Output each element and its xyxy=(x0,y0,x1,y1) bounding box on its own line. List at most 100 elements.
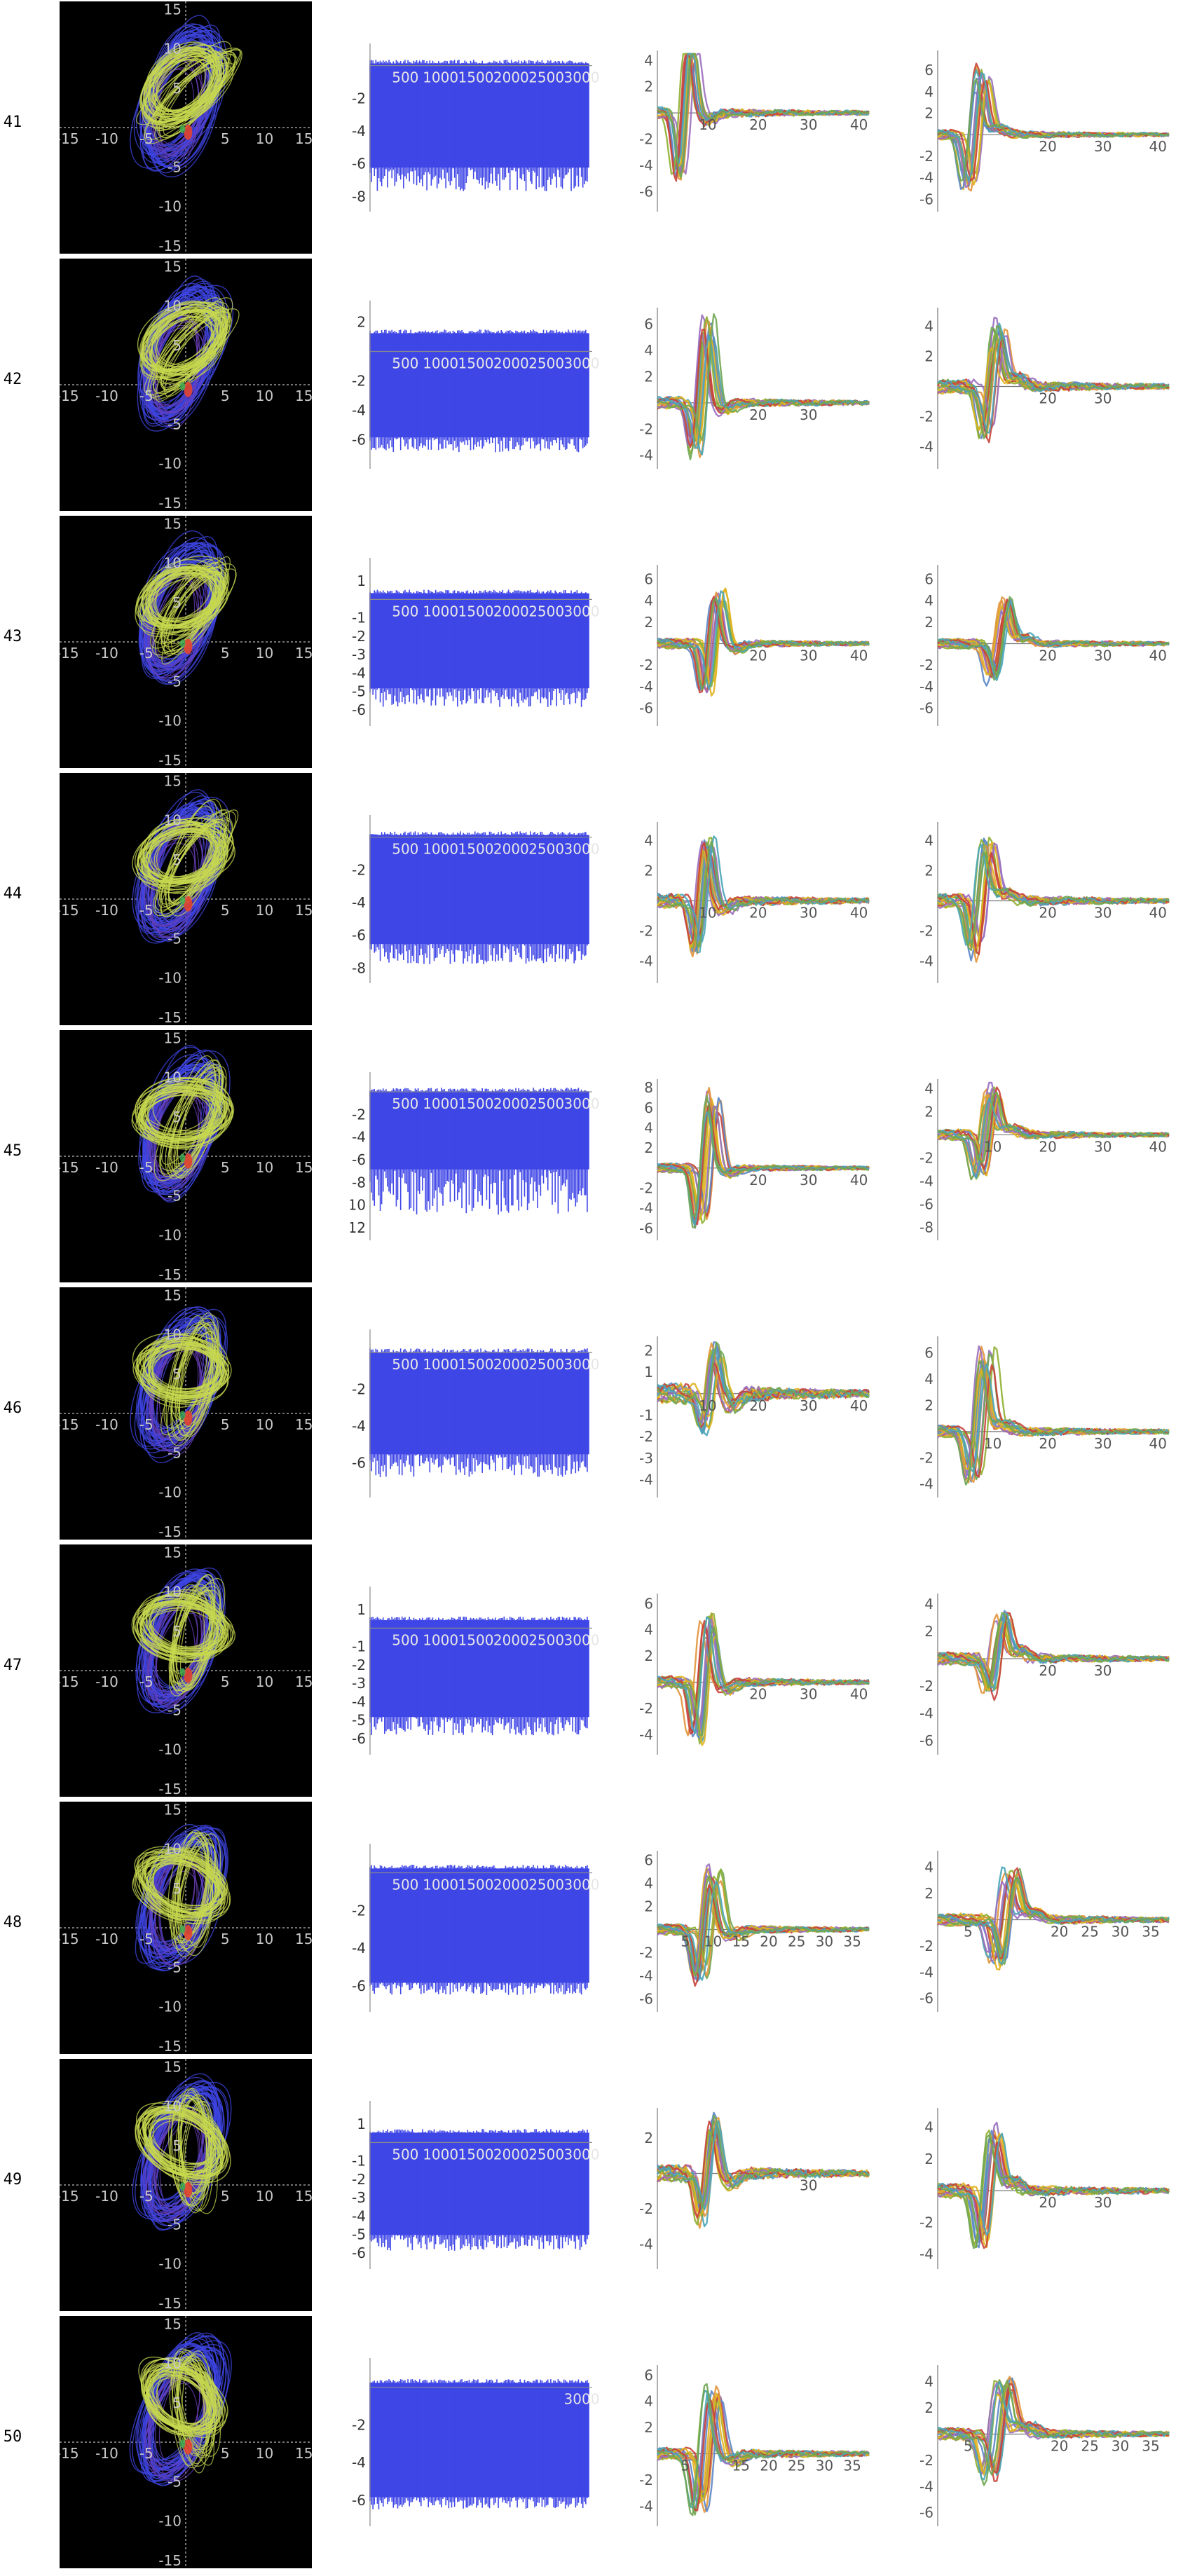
time-series-y-tick-label: -6 xyxy=(352,1730,366,1747)
row-number-label: 45 xyxy=(3,1142,22,1160)
phase-x-tick-label: 15 xyxy=(295,1673,312,1690)
phase-x-tick-label: 15 xyxy=(295,1931,312,1947)
waveform-chart: 10 20 30 40 6 4 2 -2 -4 xyxy=(919,1336,1170,1498)
time-series-trace xyxy=(369,329,589,453)
waveform-curves xyxy=(937,62,1170,192)
time-series-y-tick-label: -3 xyxy=(352,1675,366,1692)
time-series-x-tick-label: 2500 xyxy=(528,1877,564,1893)
phase-y-tick-label: 15 xyxy=(164,1544,182,1561)
trajectory-line xyxy=(144,289,221,425)
waveform-line xyxy=(657,2115,870,2209)
time-series-x-tick-label: 500 xyxy=(392,603,418,619)
waveform-y-tick-label: -4 xyxy=(639,1472,653,1488)
waveform-x-tick-label: 10 xyxy=(699,905,716,922)
waveform-y-tick-label: -2 xyxy=(919,409,934,425)
waveform-y-tick-label: 4 xyxy=(644,1622,653,1638)
waveform-curves xyxy=(937,1866,1170,1971)
waveform-x-tick-label: 20 xyxy=(1051,2437,1068,2454)
trajectory-line xyxy=(155,60,224,131)
time-series-x-tick-label: 1000 xyxy=(423,1095,458,1112)
waveform-x-tick-label: 30 xyxy=(1094,1435,1112,1452)
time-series-y-tick-label: -5 xyxy=(352,683,366,700)
waveform-x-tick-label: 15 xyxy=(732,1933,749,1950)
time-series-y-tick-label: -1 xyxy=(352,1638,366,1655)
waveform-y-tick-label: -6 xyxy=(919,191,934,207)
time-series-y-tick-label: -2 xyxy=(352,2171,366,2188)
time-series-x-tick-label: 1000 xyxy=(423,1631,458,1648)
waveform-chart: 5 10 15 20 25 30 35 6 4 2 -2 -4 -6 xyxy=(639,1851,870,2012)
waveform-y-tick-label: -4 xyxy=(919,953,934,970)
time-series-trace xyxy=(369,2379,589,2509)
fixed-point-green xyxy=(179,2439,186,2448)
trajectory-line xyxy=(172,1835,210,1952)
time-series-y-tick-label: -10 xyxy=(350,1197,366,1214)
phase-y-tick-label: 10 xyxy=(164,298,182,315)
time-series-y-tick-label: -4 xyxy=(352,1129,366,1146)
time-series-chart: 500 1000 1500 2000 2500 3000 2 -2 -4 -6 xyxy=(352,301,599,469)
time-series-x-tick-label: 3000 xyxy=(564,2146,600,2163)
phase-y-tick-label: -10 xyxy=(158,1227,182,1244)
waveform-chart: 20 30 40 8 6 4 2 -2 -4 -6 xyxy=(639,1079,870,1240)
waveform-x-tick-label: 25 xyxy=(1081,2437,1098,2454)
time-series-y-tick-label: -4 xyxy=(352,894,366,911)
trajectory-line xyxy=(163,571,224,651)
waveform-y-tick-label: -4 xyxy=(919,678,934,695)
waveform-y-tick-label: -6 xyxy=(919,1196,934,1213)
waveform-y-tick-label: -3 xyxy=(639,1450,653,1467)
waveform-y-tick-label: -6 xyxy=(919,700,934,717)
waveform-x-tick-label: 20 xyxy=(1039,1138,1056,1155)
time-series-x-tick-label: 1000 xyxy=(423,1356,458,1373)
waveform-x-tick-label: 40 xyxy=(850,648,868,664)
trajectory-line xyxy=(142,2112,199,2214)
trajectory-line xyxy=(144,50,236,144)
trajectory-line xyxy=(154,62,235,123)
time-series-chart: 500 1000 1500 2000 2500 3000 -2 -4 -6 -8 xyxy=(352,43,599,212)
phase-y-tick-label: -5 xyxy=(167,930,182,947)
time-series-x-tick-label: 500 xyxy=(392,355,418,372)
time-series-y-tick-label: -6 xyxy=(352,1455,366,1472)
waveform-y-tick-label: 6 xyxy=(644,1099,653,1116)
fixed-point-green xyxy=(179,1925,186,1934)
phase-x-tick-label: -5 xyxy=(139,130,153,147)
waveform-line xyxy=(937,596,1170,678)
fixed-point-green xyxy=(179,1411,186,1420)
waveform-y-tick-label: -2 xyxy=(919,2214,934,2231)
time-series-trace xyxy=(369,1348,589,1477)
waveform-x-tick-label: 40 xyxy=(850,905,868,922)
trajectory-line xyxy=(163,311,231,381)
trajectory-bundle xyxy=(169,2348,221,2474)
trajectory-line xyxy=(141,1855,216,1916)
waveform-y-tick-label: -6 xyxy=(919,1732,934,1749)
phase-y-tick-label: 15 xyxy=(164,2316,182,2332)
waveform-y-tick-label: -1 xyxy=(639,1407,653,1424)
trajectory-line xyxy=(182,2350,213,2465)
waveform-y-tick-label: 2 xyxy=(924,104,934,121)
phase-y-tick-label: -15 xyxy=(158,1523,182,1540)
row-number-label: 50 xyxy=(3,2428,22,2446)
time-series-x-tick-label: 2000 xyxy=(493,1631,529,1648)
phase-x-tick-label: 15 xyxy=(295,130,312,147)
trajectory-bundle xyxy=(168,1574,226,1697)
time-series-y-tick-label: -8 xyxy=(352,188,366,205)
waveform-x-tick-label: 20 xyxy=(1039,905,1056,922)
phase-x-tick-label: -10 xyxy=(95,388,118,404)
waveform-x-tick-label: 10 xyxy=(984,1138,1001,1155)
trajectory-line xyxy=(135,2106,228,2178)
time-series-y-tick-label: -2 xyxy=(352,1902,366,1919)
time-series-y-tick-label: -2 xyxy=(352,373,366,390)
waveform-y-tick-label: -2 xyxy=(919,1938,934,1954)
time-series-chart: 500 1000 1500 2000 2500 3000 -2 -4 -6 -8 xyxy=(352,815,599,983)
waveform-line xyxy=(657,589,870,683)
trajectory-line xyxy=(163,1314,219,1429)
waveform-line xyxy=(937,78,1170,182)
waveform-y-tick-label: 4 xyxy=(924,592,934,609)
waveform-y-tick-label: -2 xyxy=(919,1150,934,1167)
waveform-line xyxy=(937,1092,1170,1164)
fixed-point-green xyxy=(179,639,186,648)
waveform-curves xyxy=(936,317,1170,444)
waveform-curves xyxy=(657,313,870,460)
time-series-x-tick-label: 2500 xyxy=(528,2146,564,2163)
waveform-y-tick-label: 4 xyxy=(924,1080,934,1097)
trajectory-line xyxy=(152,297,225,395)
waveform-chart: 20 30 4 2 -2 -4 -6 xyxy=(919,1594,1170,1755)
